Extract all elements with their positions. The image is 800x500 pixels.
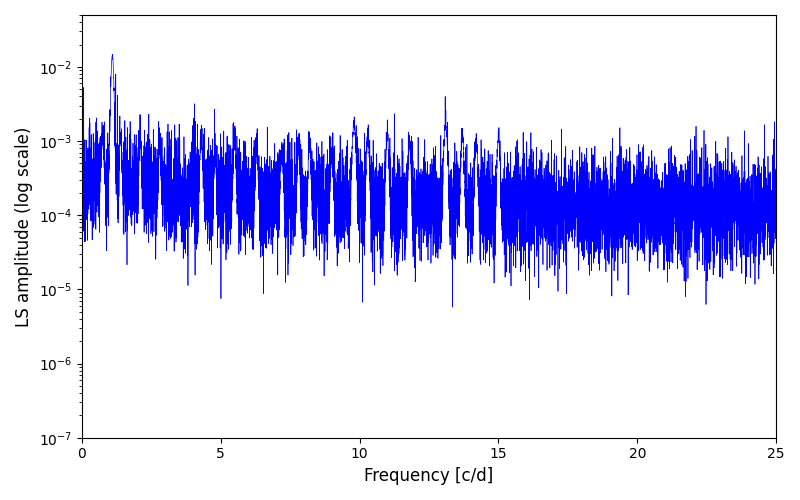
- X-axis label: Frequency [c/d]: Frequency [c/d]: [364, 467, 494, 485]
- Y-axis label: LS amplitude (log scale): LS amplitude (log scale): [15, 126, 33, 326]
